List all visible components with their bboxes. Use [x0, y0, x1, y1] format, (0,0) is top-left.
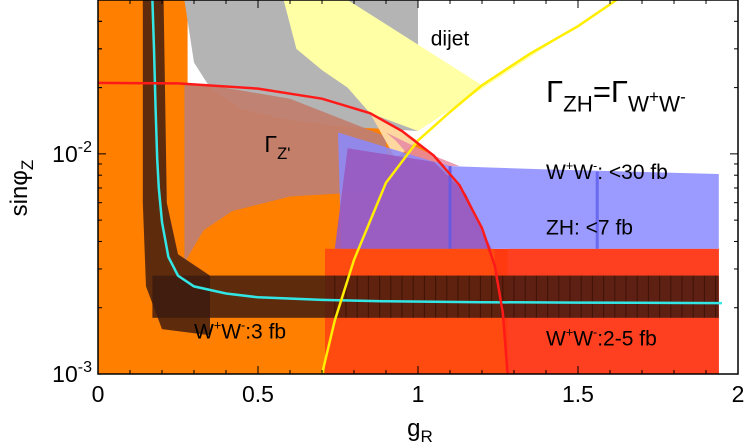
y-tick-label: 10-2: [52, 139, 92, 167]
series-line-yellow_line: [320, 0, 618, 374]
x-tick-label: 1.5: [562, 381, 594, 407]
annotation-dijet: dijet: [431, 28, 470, 51]
series-line-red_line: [98, 81, 509, 374]
annotations: dijet ΓZ' ΓZH=ΓW+W- W+W-: <30 fb ZH: <7 fb W+…: [194, 28, 686, 351]
series-line-cyan: [151, 0, 723, 305]
x-tick-label: 2: [732, 381, 745, 407]
annotation-ww30: W+W-: <30 fb: [546, 159, 668, 184]
y-tick-label: 10-3: [52, 359, 92, 387]
dijet-region-upper: [283, 0, 617, 132]
axes-frame: [97, 0, 739, 375]
y-axis-label: sinφZ: [6, 160, 37, 217]
plot-area: [98, 0, 723, 374]
annotation-zh7: ZH: <7 fb: [546, 217, 633, 240]
annotation-ww25: W+W-:2-5 fb: [546, 326, 657, 351]
x-axis-label: gR: [407, 415, 433, 442]
annotation-gammaeq: ΓZH=ΓW+W-: [546, 74, 686, 116]
purple-overlap-region: [334, 148, 492, 249]
tick-labels: 0 0.5 1 1.5 2 10-2 10-3: [52, 139, 744, 407]
brown-overlap-region: [184, 82, 386, 263]
annotation-gammazp: ΓZ': [264, 131, 290, 163]
x-tick-label: 1: [412, 381, 425, 407]
x-tick-label: 0.5: [242, 381, 274, 407]
x-tick-label: 0: [92, 381, 105, 407]
annotation-ww3: W+W-:3 fb: [194, 319, 286, 344]
